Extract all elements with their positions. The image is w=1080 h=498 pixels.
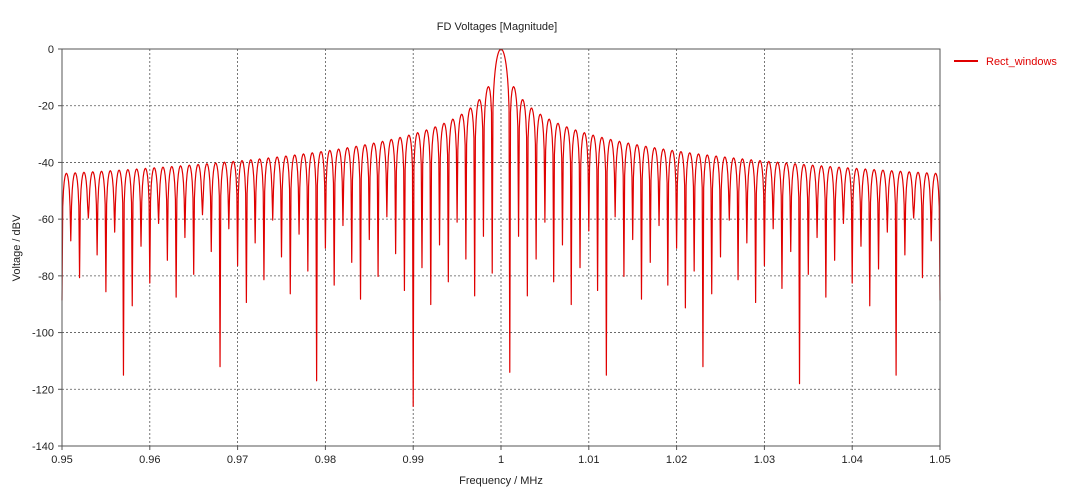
legend: Rect_windows <box>954 56 1057 68</box>
x-tick-label: 1.02 <box>666 454 687 466</box>
x-tick-label: 1.01 <box>578 454 599 466</box>
chart-title: FD Voltages [Magnitude] <box>437 21 557 33</box>
y-axis-label: Voltage / dBV <box>11 214 23 281</box>
x-axis: 0.95 0.96 0.97 0.98 0.99 1 1.01 1.02 1.03 1.04 1.0… <box>51 446 951 466</box>
x-tick-label: 0.98 <box>315 454 336 466</box>
x-tick-label: 1 <box>498 454 504 466</box>
y-axis: 0 -20 -40 -60 -80 -100 -120 -140 <box>32 44 62 453</box>
x-tick-label: 1.05 <box>929 454 950 466</box>
y-tick-label: -40 <box>38 157 54 169</box>
x-tick-label: 1.04 <box>841 454 862 466</box>
legend-label: Rect_windows <box>986 56 1057 68</box>
y-tick-label: -60 <box>38 214 54 226</box>
x-tick-label: 0.95 <box>51 454 72 466</box>
y-tick-label: -140 <box>32 441 54 453</box>
y-tick-label: -20 <box>38 101 54 113</box>
y-tick-label: -100 <box>32 328 54 340</box>
y-tick-label: 0 <box>48 44 54 56</box>
x-tick-label: 0.99 <box>402 454 423 466</box>
x-axis-label: Frequency / MHz <box>459 475 543 487</box>
y-tick-label: -120 <box>32 384 54 396</box>
x-tick-label: 0.97 <box>227 454 248 466</box>
y-tick-label: -80 <box>38 271 54 283</box>
x-tick-label: 0.96 <box>139 454 160 466</box>
x-tick-label: 1.03 <box>754 454 775 466</box>
